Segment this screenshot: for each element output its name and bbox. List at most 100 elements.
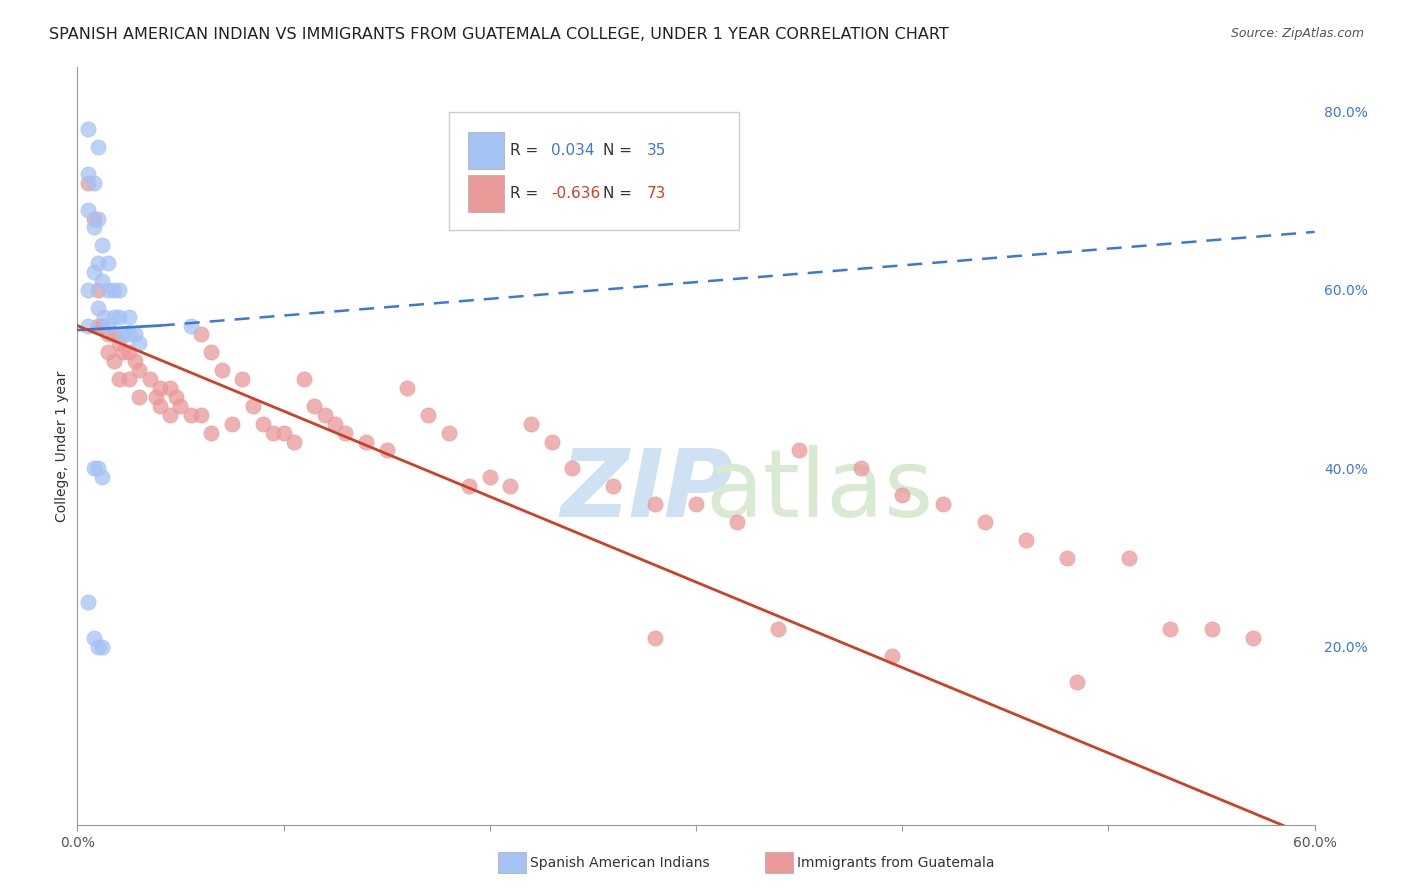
Point — [644, 631, 666, 645]
Point — [602, 479, 624, 493]
Point — [1241, 631, 1264, 645]
Point — [200, 425, 222, 440]
Point — [76, 122, 98, 136]
Point — [103, 327, 125, 342]
Point — [292, 372, 315, 386]
Point — [159, 408, 181, 422]
Point — [540, 434, 562, 449]
Text: N =: N = — [603, 186, 637, 201]
Point — [91, 470, 114, 484]
Point — [849, 461, 872, 475]
FancyBboxPatch shape — [449, 112, 740, 230]
Text: SPANISH AMERICAN INDIAN VS IMMIGRANTS FROM GUATEMALA COLLEGE, UNDER 1 YEAR CORRE: SPANISH AMERICAN INDIAN VS IMMIGRANTS FR… — [49, 27, 949, 42]
Point — [190, 327, 212, 342]
Point — [118, 327, 141, 342]
Point — [87, 140, 110, 154]
Point — [138, 372, 160, 386]
Point — [283, 434, 305, 449]
Point — [335, 425, 357, 440]
Text: 0.034: 0.034 — [551, 143, 595, 158]
Point — [416, 408, 439, 422]
Point — [76, 283, 98, 297]
Point — [87, 640, 110, 654]
Point — [76, 318, 98, 333]
Point — [932, 497, 955, 511]
Point — [87, 318, 110, 333]
Text: -0.636: -0.636 — [551, 186, 600, 201]
FancyBboxPatch shape — [468, 176, 505, 212]
Point — [111, 327, 134, 342]
Point — [200, 345, 222, 359]
Point — [973, 515, 995, 529]
FancyBboxPatch shape — [468, 132, 505, 169]
Point — [128, 336, 150, 351]
Point — [1056, 550, 1078, 565]
Point — [725, 515, 748, 529]
Point — [499, 479, 522, 493]
Point — [76, 595, 98, 609]
Point — [437, 425, 460, 440]
Point — [169, 399, 191, 413]
Point — [93, 310, 115, 324]
Point — [1066, 675, 1088, 690]
Point — [87, 301, 110, 315]
Point — [190, 408, 212, 422]
Point — [87, 283, 110, 297]
Point — [1118, 550, 1140, 565]
Point — [149, 399, 172, 413]
Point — [880, 648, 903, 663]
Point — [221, 417, 243, 431]
Point — [83, 265, 105, 279]
Text: ZIP: ZIP — [560, 445, 733, 538]
Point — [891, 488, 914, 502]
Point — [354, 434, 377, 449]
Point — [252, 417, 274, 431]
Point — [304, 399, 326, 413]
Point — [159, 381, 181, 395]
Point — [128, 363, 150, 377]
Point — [118, 372, 141, 386]
Point — [323, 417, 346, 431]
Point — [76, 202, 98, 217]
Point — [180, 408, 202, 422]
Point — [87, 211, 110, 226]
Point — [124, 327, 146, 342]
Point — [273, 425, 295, 440]
Point — [87, 461, 110, 475]
Point — [242, 399, 264, 413]
Point — [97, 345, 120, 359]
Point — [561, 461, 583, 475]
Text: 73: 73 — [647, 186, 666, 201]
Point — [83, 461, 105, 475]
Point — [211, 363, 233, 377]
Point — [107, 283, 129, 297]
Point — [231, 372, 253, 386]
Point — [458, 479, 481, 493]
Point — [520, 417, 543, 431]
Point — [97, 283, 120, 297]
Point — [83, 631, 105, 645]
Point — [91, 318, 114, 333]
Point — [76, 167, 98, 181]
Text: atlas: atlas — [706, 445, 934, 538]
Point — [165, 390, 187, 404]
Point — [478, 470, 501, 484]
Point — [111, 345, 134, 359]
Point — [768, 622, 790, 636]
Text: 35: 35 — [647, 143, 666, 158]
Point — [103, 310, 125, 324]
Point — [396, 381, 419, 395]
Point — [76, 176, 98, 190]
Point — [787, 443, 810, 458]
Point — [83, 211, 105, 226]
Text: R =: R = — [510, 143, 544, 158]
Y-axis label: College, Under 1 year: College, Under 1 year — [55, 370, 69, 522]
Point — [1159, 622, 1181, 636]
Point — [128, 390, 150, 404]
Point — [1201, 622, 1223, 636]
Point — [124, 354, 146, 368]
Point — [91, 274, 114, 288]
Point — [103, 283, 125, 297]
Point — [97, 318, 120, 333]
Point — [685, 497, 707, 511]
